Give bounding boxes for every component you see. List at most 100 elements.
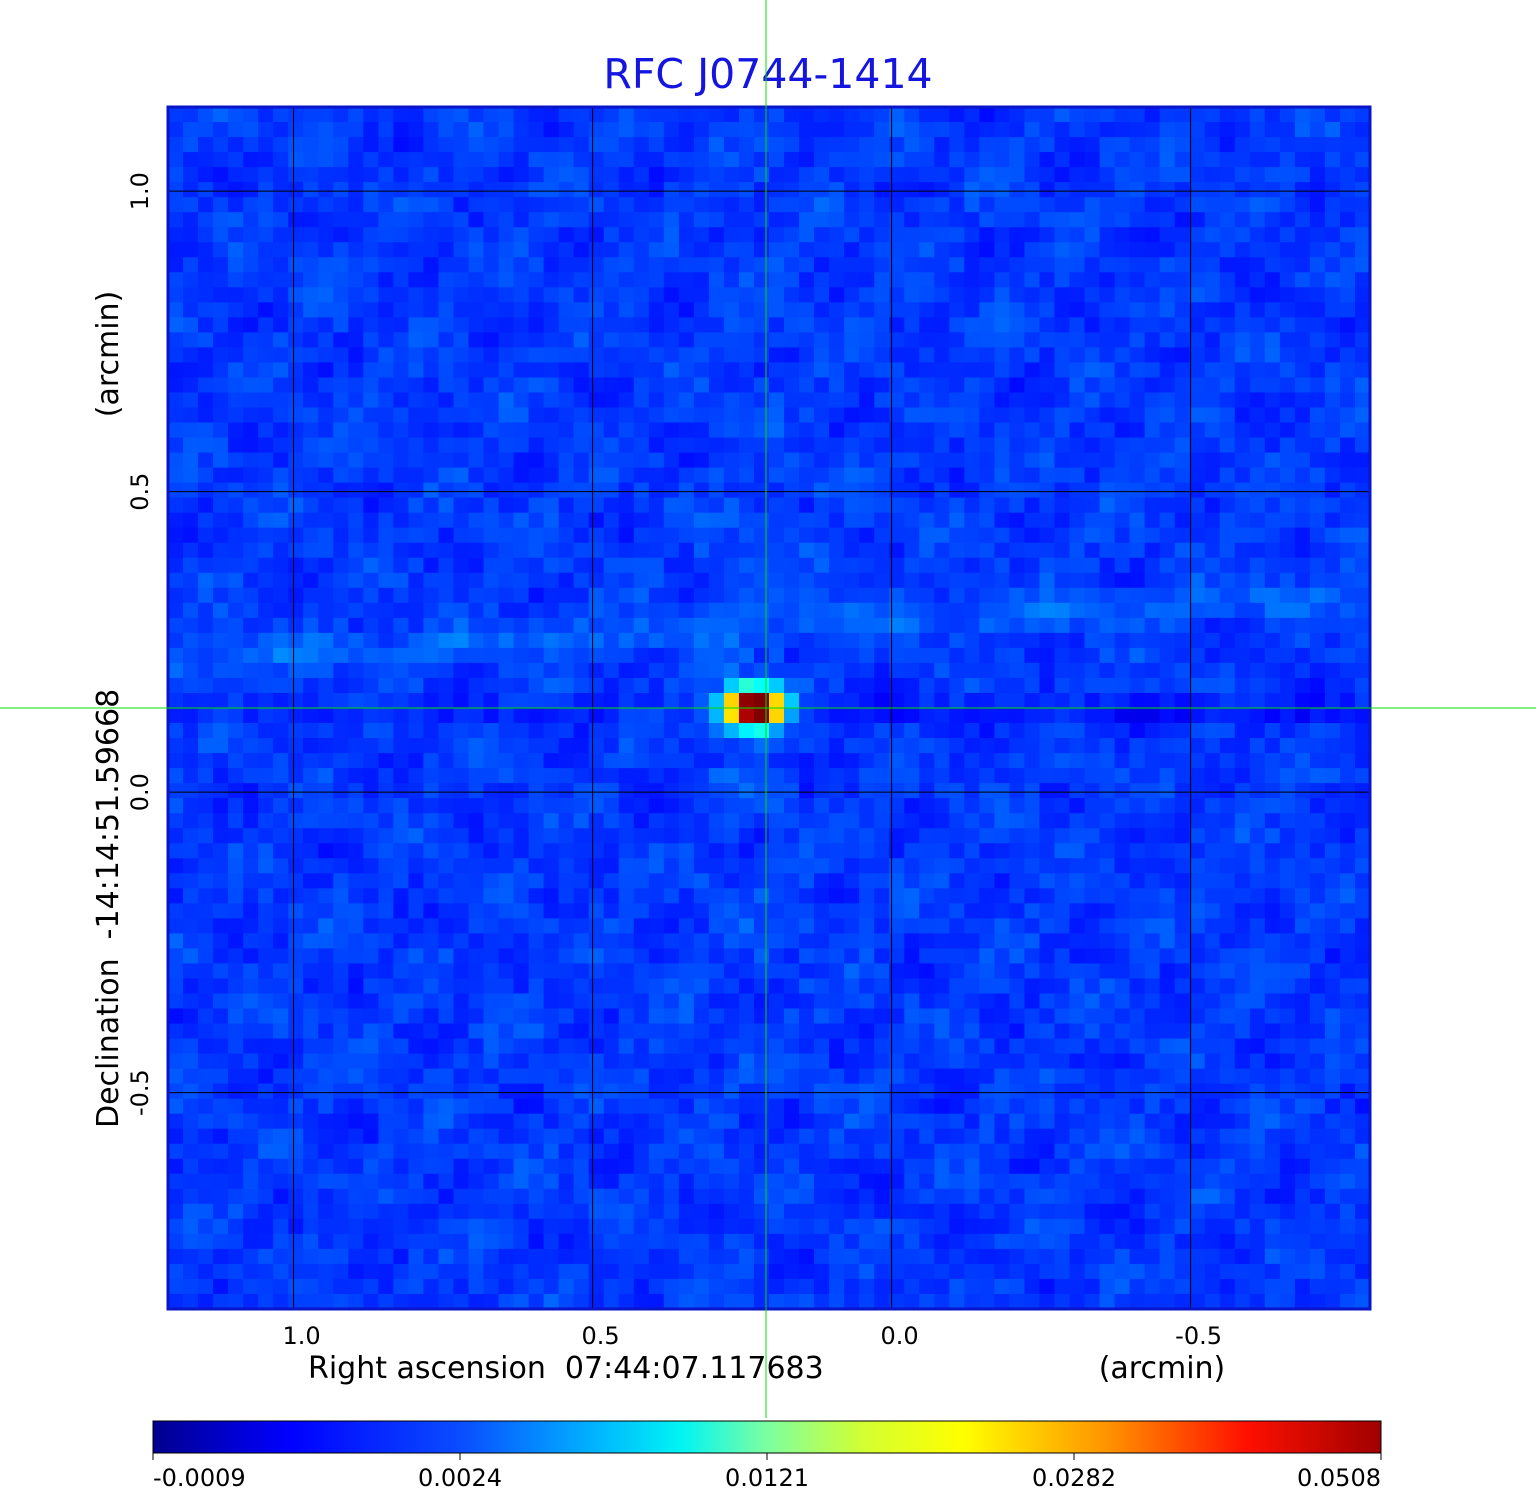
heatmap-cell (573, 602, 590, 619)
heatmap-cell (1249, 212, 1266, 228)
heatmap-cell (633, 527, 650, 544)
heatmap-cell (799, 122, 815, 138)
heatmap-cell (994, 602, 1011, 619)
heatmap-cell (1114, 332, 1131, 349)
heatmap-cell (784, 888, 800, 904)
heatmap-cell (648, 1008, 665, 1025)
heatmap-cell (1174, 422, 1191, 439)
heatmap-cell (333, 512, 349, 529)
heatmap-cell (318, 227, 334, 243)
heatmap-cell (708, 858, 725, 874)
heatmap-cell (723, 362, 740, 379)
heatmap-cell (603, 182, 620, 198)
heatmap-cell (979, 242, 995, 258)
heatmap-cell (1294, 527, 1311, 544)
heatmap-cell (348, 813, 364, 829)
heatmap-cell (1039, 182, 1056, 198)
heatmap-cell (423, 107, 440, 123)
heatmap-cell (483, 167, 500, 183)
heatmap-cell (1009, 963, 1026, 980)
heatmap-cell (333, 602, 349, 619)
heatmap-cell (648, 813, 665, 829)
heatmap-cell (1189, 377, 1206, 394)
heatmap-cell (1219, 798, 1236, 814)
heatmap-cell (904, 422, 920, 439)
heatmap-cell (558, 542, 575, 559)
heatmap-cell (438, 1038, 455, 1055)
heatmap-cell (829, 242, 845, 258)
heatmap-cell (183, 317, 199, 333)
heatmap-cell (303, 662, 319, 679)
heatmap-cell (633, 437, 650, 454)
heatmap-cell (1189, 858, 1206, 874)
heatmap-cell (859, 557, 875, 574)
heatmap-cell (543, 317, 560, 333)
heatmap-cell (348, 107, 364, 123)
heatmap-cell (738, 918, 755, 934)
heatmap-cell (1219, 723, 1236, 739)
heatmap-cell (468, 182, 485, 198)
heatmap-cell (1189, 302, 1206, 318)
heatmap-cell (288, 467, 304, 484)
heatmap-cell (273, 617, 289, 634)
heatmap-cell (378, 257, 394, 273)
heatmap-cell (228, 768, 244, 784)
heatmap-cell (423, 632, 440, 649)
heatmap-cell (363, 828, 379, 844)
heatmap-cell (979, 527, 995, 544)
heatmap-cell (273, 122, 289, 138)
heatmap-cell (1054, 858, 1071, 874)
heatmap-cell (363, 1008, 379, 1025)
heatmap-cell (934, 828, 950, 844)
heatmap-cell (1189, 482, 1206, 499)
heatmap-cell (213, 242, 229, 258)
heatmap-cell (213, 948, 229, 965)
heatmap-cell (949, 482, 965, 499)
heatmap-cell (363, 903, 379, 919)
heatmap-cell (648, 708, 665, 724)
heatmap-cell (408, 182, 425, 198)
heatmap-cell (393, 692, 410, 709)
heatmap-cell (1279, 452, 1296, 469)
heatmap-cell (769, 783, 785, 799)
heatmap-cell (1279, 587, 1296, 604)
heatmap-cell (303, 692, 319, 709)
heatmap-cell (1324, 708, 1341, 724)
heatmap-cell (498, 708, 515, 724)
heatmap-cell (603, 708, 620, 724)
heatmap-cell (814, 858, 830, 874)
heatmap-cell (1159, 1023, 1176, 1040)
heatmap-cell (1234, 617, 1251, 634)
heatmap-cell (874, 542, 890, 559)
heatmap-cell (814, 317, 830, 333)
heatmap-cell (348, 708, 364, 724)
heatmap-cell (288, 227, 304, 243)
heatmap-cell (663, 497, 680, 514)
heatmap-cell (378, 152, 394, 168)
heatmap-cell (243, 783, 259, 799)
heatmap-cell (889, 407, 905, 424)
heatmap-cell (1144, 407, 1161, 424)
heatmap-cell (723, 1023, 740, 1040)
heatmap-cell (844, 617, 860, 634)
heatmap-cell (994, 557, 1011, 574)
heatmap-cell (1309, 227, 1326, 243)
heatmap-cell (1219, 272, 1236, 288)
heatmap-cell (498, 527, 515, 544)
heatmap-cell (1054, 798, 1071, 814)
heatmap-cell (558, 738, 575, 754)
heatmap-cell (979, 107, 995, 123)
heatmap-cell (738, 677, 755, 694)
heatmap-cell (393, 512, 410, 529)
heatmap-cell (859, 257, 875, 273)
heatmap-cell (784, 903, 800, 919)
heatmap-cell (273, 873, 289, 889)
heatmap-cell (919, 257, 935, 273)
heatmap-cell (213, 422, 229, 439)
heatmap-cell (889, 482, 905, 499)
heatmap-cell (934, 242, 950, 258)
heatmap-cell (799, 948, 815, 965)
heatmap-cell (1069, 783, 1086, 799)
heatmap-cell (558, 993, 575, 1010)
heatmap-cell (1189, 512, 1206, 529)
